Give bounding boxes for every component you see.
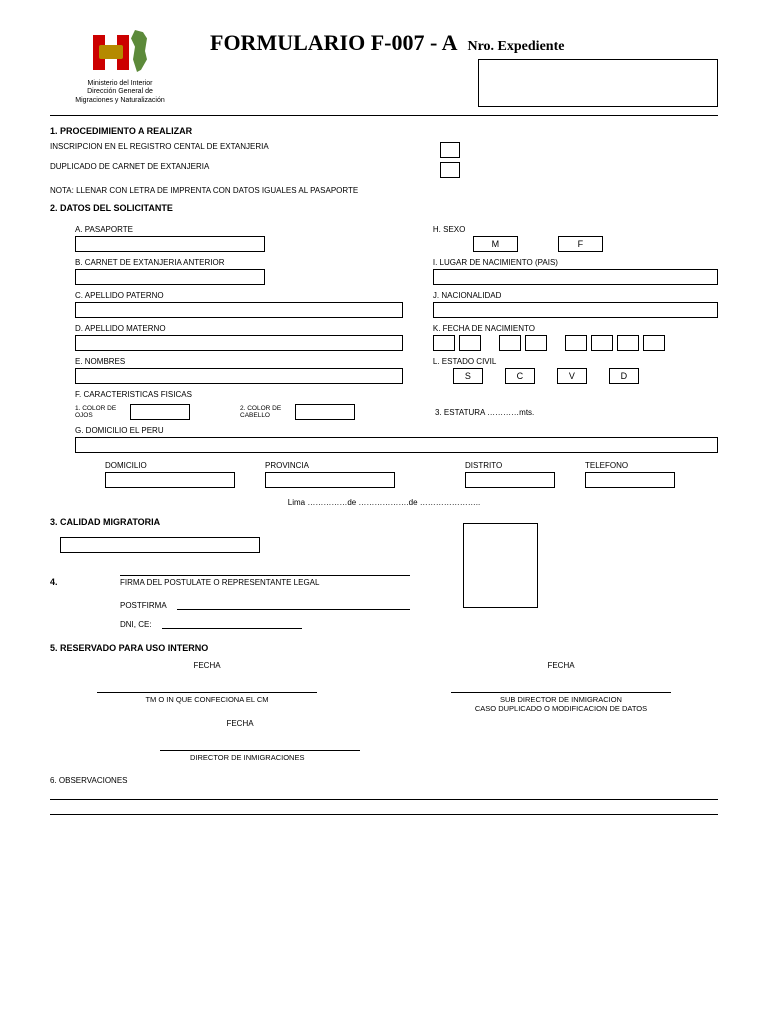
lbl-cabello: 2. COLOR DE CABELLO (240, 405, 285, 419)
lbl-firma: FIRMA DEL POSTULATE O REPRESENTANTE LEGA… (120, 578, 410, 587)
lbl-dist: DISTRITO (465, 461, 502, 470)
firma-line[interactable] (120, 575, 410, 576)
ministry-logo-icon (85, 30, 155, 75)
subdir-cap2: CASO DUPLICADO O MODIFICACION DE DATOS (404, 704, 718, 713)
fecha-l: FECHA (50, 661, 364, 670)
photo-box[interactable] (463, 523, 538, 608)
input-lugar[interactable] (433, 269, 718, 285)
header: Ministerio del Interior Dirección Genera… (50, 30, 718, 107)
input-nacionalidad[interactable] (433, 302, 718, 318)
section5-title: 5. RESERVADO PARA USO INTERNO (50, 643, 718, 653)
logo-line1: Ministerio del Interior (50, 80, 190, 88)
proc-opt2-checkbox[interactable] (440, 162, 460, 178)
input-domicilio-full[interactable] (75, 437, 718, 453)
form-page: Ministerio del Interior Dirección Genera… (0, 0, 768, 1024)
dob-d2[interactable] (459, 335, 481, 351)
civil-d[interactable]: D (609, 368, 639, 384)
input-calidad[interactable] (60, 537, 260, 553)
input-ojos[interactable] (130, 404, 190, 420)
civil-s[interactable]: S (453, 368, 483, 384)
postfirma-line[interactable] (177, 609, 410, 610)
dob-y2[interactable] (591, 335, 613, 351)
dob-m1[interactable] (499, 335, 521, 351)
input-paterno[interactable] (75, 302, 403, 318)
lbl-nombres: E. NOMBRES (75, 357, 403, 366)
lbl-estado-civil: L. ESTADO CIVIL (433, 357, 718, 366)
dob-y4[interactable] (643, 335, 665, 351)
input-pasaporte[interactable] (75, 236, 265, 252)
section1-title: 1. PROCEDIMIENTO A REALIZAR (50, 126, 718, 136)
section2-title: 2. DATOS DEL SOLICITANTE (50, 203, 718, 213)
col-right: H. SEXO M F I. LUGAR DE NACIMIENTO (PAIS… (433, 219, 718, 401)
civil-v[interactable]: V (557, 368, 587, 384)
lbl-dni: DNI, CE: (120, 620, 152, 629)
proc-opt1-label: INSCRIPCION EN EL REGISTRO CENTAL DE EXT… (50, 142, 269, 158)
lbl-paterno: C. APELLIDO PATERNO (75, 291, 403, 300)
sexo-m[interactable]: M (473, 236, 518, 252)
tm-caption: TM O IN QUE CONFECIONA EL CM (50, 695, 364, 704)
dob-m2[interactable] (525, 335, 547, 351)
lbl-domicilio: G. DOMICILIO EL PERU (50, 426, 718, 435)
lbl-prov: PROVINCIA (265, 461, 309, 470)
section6-title: 6. OBSERVACIONES (50, 776, 718, 785)
lbl-fecha-nac: K. FECHA DE NACIMIENTO (433, 324, 718, 333)
fecha-bottom: FECHA (110, 719, 370, 728)
director-line[interactable] (160, 750, 360, 751)
internal-right: FECHA SUB DIRECTOR DE INMIGRACION CASO D… (404, 661, 718, 713)
logo-block: Ministerio del Interior Dirección Genera… (50, 30, 190, 105)
input-cabello[interactable] (295, 404, 355, 420)
lbl-lugar: I. LUGAR DE NACIMIENTO (PAIS) (433, 258, 718, 267)
expediente-label: Nro. Expediente (467, 39, 564, 55)
fecha-r: FECHA (404, 661, 718, 670)
col-left: A. PASAPORTE B. CARNET DE EXTANJERIA ANT… (75, 219, 403, 401)
lbl-pasaporte: A. PASAPORTE (75, 225, 403, 234)
director-caption: DIRECTOR DE INMIGRACIONES (190, 753, 718, 762)
form-title: FORMULARIO F-007 - A (210, 30, 457, 56)
title-block: FORMULARIO F-007 - A Nro. Expediente (210, 30, 718, 107)
lbl-fisicas: F. CARACTERISTICAS FISICAS (75, 390, 403, 399)
sexo-f[interactable]: F (558, 236, 603, 252)
logo-caption: Ministerio del Interior Dirección Genera… (50, 80, 190, 105)
lbl-sexo: H. SEXO (433, 225, 718, 234)
input-materno[interactable] (75, 335, 403, 351)
input-carnet[interactable] (75, 269, 265, 285)
lbl-postfirma: POSTFIRMA (120, 601, 167, 610)
internal-left: FECHA TM O IN QUE CONFECIONA EL CM (50, 661, 364, 713)
lbl-dom: DOMICILIO (105, 461, 147, 470)
lbl-estatura: 3. ESTATURA …………mts. (435, 408, 534, 417)
subdir-cap1: SUB DIRECTOR DE INMIGRACION (404, 695, 718, 704)
tm-line[interactable] (97, 692, 317, 693)
input-nombres[interactable] (75, 368, 403, 384)
lbl-carnet: B. CARNET DE EXTANJERIA ANTERIOR (75, 258, 403, 267)
dob-group (433, 335, 718, 351)
lbl-materno: D. APELLIDO MATERNO (75, 324, 403, 333)
divider (50, 115, 718, 116)
input-tel[interactable] (585, 472, 675, 488)
lbl-ojos: 1. COLOR DE OJOS (75, 405, 120, 419)
logo-line2: Dirección General de (50, 88, 190, 96)
subdir-line[interactable] (451, 692, 671, 693)
dob-y1[interactable] (565, 335, 587, 351)
dob-y3[interactable] (617, 335, 639, 351)
section3-title: 3. CALIDAD MIGRATORIA (50, 517, 718, 527)
lbl-tel: TELEFONO (585, 461, 628, 470)
proc-opt1-checkbox[interactable] (440, 142, 460, 158)
logo-line3: Migraciones y Naturalización (50, 97, 190, 105)
input-dom[interactable] (105, 472, 235, 488)
lbl-nacionalidad: J. NACIONALIDAD (433, 291, 718, 300)
lima-date-line: Lima ……………de ……………….de ………………….. (50, 498, 718, 507)
obs-line1[interactable] (50, 799, 718, 800)
civil-c[interactable]: C (505, 368, 535, 384)
input-dist[interactable] (465, 472, 555, 488)
section4-num: 4. (50, 577, 80, 623)
expediente-input[interactable] (478, 59, 718, 107)
proc-note: NOTA: LLENAR CON LETRA DE IMPRENTA CON D… (50, 186, 718, 195)
dni-line[interactable] (162, 628, 302, 629)
obs-line2[interactable] (50, 814, 718, 815)
proc-opt2-label: DUPLICADO DE CARNET DE EXTANJERIA (50, 162, 209, 178)
dob-d1[interactable] (433, 335, 455, 351)
input-prov[interactable] (265, 472, 395, 488)
